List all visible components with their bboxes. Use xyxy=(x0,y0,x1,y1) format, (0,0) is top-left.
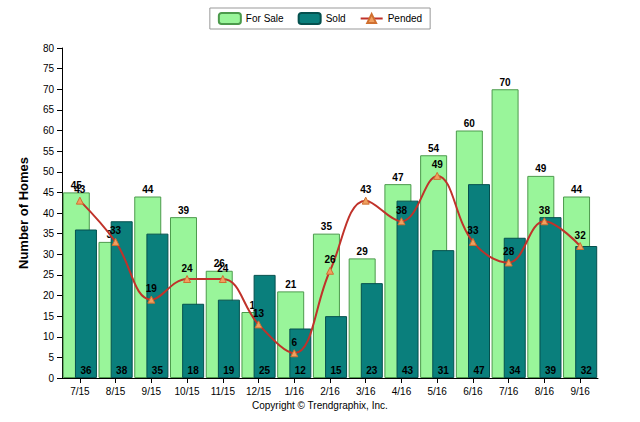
svg-text:33: 33 xyxy=(110,225,122,236)
svg-text:4/16: 4/16 xyxy=(392,386,412,397)
svg-text:6/16: 6/16 xyxy=(463,386,483,397)
svg-text:47: 47 xyxy=(473,365,485,376)
svg-text:38: 38 xyxy=(539,205,551,216)
svg-text:7/15: 7/15 xyxy=(70,386,90,397)
svg-text:0: 0 xyxy=(48,373,54,384)
svg-text:5: 5 xyxy=(48,352,54,363)
svg-text:Number of Homes: Number of Homes xyxy=(16,157,31,269)
svg-text:35: 35 xyxy=(43,228,55,239)
svg-text:5/16: 5/16 xyxy=(427,386,447,397)
svg-text:9/15: 9/15 xyxy=(142,386,162,397)
svg-text:34: 34 xyxy=(509,365,521,376)
svg-text:3/16: 3/16 xyxy=(356,386,376,397)
svg-text:9/16: 9/16 xyxy=(570,386,590,397)
svg-text:43: 43 xyxy=(402,365,414,376)
svg-text:31: 31 xyxy=(438,365,450,376)
svg-text:Pended: Pended xyxy=(388,13,422,24)
svg-text:11/15: 11/15 xyxy=(211,386,236,397)
svg-text:25: 25 xyxy=(259,365,271,376)
svg-text:35: 35 xyxy=(321,221,333,232)
svg-text:43: 43 xyxy=(74,184,86,195)
svg-text:38: 38 xyxy=(396,205,408,216)
svg-text:6: 6 xyxy=(291,337,297,348)
svg-text:33: 33 xyxy=(467,225,479,236)
svg-text:49: 49 xyxy=(535,163,547,174)
svg-text:26: 26 xyxy=(324,254,336,265)
svg-text:54: 54 xyxy=(428,143,440,154)
svg-text:19: 19 xyxy=(223,365,235,376)
svg-text:44: 44 xyxy=(142,184,154,195)
svg-text:15: 15 xyxy=(43,311,55,322)
svg-text:10/15: 10/15 xyxy=(175,386,200,397)
svg-text:50: 50 xyxy=(43,166,55,177)
svg-text:70: 70 xyxy=(500,77,512,88)
svg-text:39: 39 xyxy=(545,365,557,376)
svg-text:13: 13 xyxy=(253,308,265,319)
svg-text:10: 10 xyxy=(43,331,55,342)
svg-text:28: 28 xyxy=(503,246,515,257)
svg-text:24: 24 xyxy=(182,263,194,274)
svg-text:8/15: 8/15 xyxy=(106,386,126,397)
svg-text:45: 45 xyxy=(43,187,55,198)
svg-text:12: 12 xyxy=(295,365,307,376)
svg-text:8/16: 8/16 xyxy=(535,386,555,397)
svg-text:12/15: 12/15 xyxy=(246,386,271,397)
svg-text:35: 35 xyxy=(152,365,164,376)
svg-text:19: 19 xyxy=(146,283,158,294)
svg-text:32: 32 xyxy=(575,230,587,241)
svg-text:7/16: 7/16 xyxy=(499,386,519,397)
svg-text:24: 24 xyxy=(217,263,229,274)
svg-text:55: 55 xyxy=(43,146,55,157)
svg-text:60: 60 xyxy=(43,125,55,136)
svg-text:60: 60 xyxy=(464,118,476,129)
svg-text:29: 29 xyxy=(357,246,369,257)
svg-text:40: 40 xyxy=(43,208,55,219)
svg-text:32: 32 xyxy=(581,365,593,376)
svg-text:47: 47 xyxy=(392,172,404,183)
svg-text:25: 25 xyxy=(43,269,55,280)
svg-text:Copyright © Trendgraphix, Inc.: Copyright © Trendgraphix, Inc. xyxy=(252,400,388,411)
svg-text:38: 38 xyxy=(116,365,128,376)
svg-text:Sold: Sold xyxy=(326,13,346,24)
svg-text:70: 70 xyxy=(43,84,55,95)
svg-text:80: 80 xyxy=(43,43,55,54)
svg-text:23: 23 xyxy=(366,365,378,376)
svg-text:49: 49 xyxy=(432,159,444,170)
svg-text:18: 18 xyxy=(188,365,200,376)
svg-text:For Sale: For Sale xyxy=(246,13,284,24)
svg-text:75: 75 xyxy=(43,63,55,74)
svg-text:36: 36 xyxy=(80,365,92,376)
svg-text:1/16: 1/16 xyxy=(285,386,305,397)
svg-text:30: 30 xyxy=(43,249,55,260)
svg-text:43: 43 xyxy=(360,184,372,195)
svg-text:2/16: 2/16 xyxy=(320,386,340,397)
svg-text:21: 21 xyxy=(285,279,297,290)
svg-text:44: 44 xyxy=(571,184,583,195)
svg-text:20: 20 xyxy=(43,290,55,301)
svg-text:65: 65 xyxy=(43,104,55,115)
svg-text:39: 39 xyxy=(178,205,190,216)
svg-text:15: 15 xyxy=(331,365,343,376)
